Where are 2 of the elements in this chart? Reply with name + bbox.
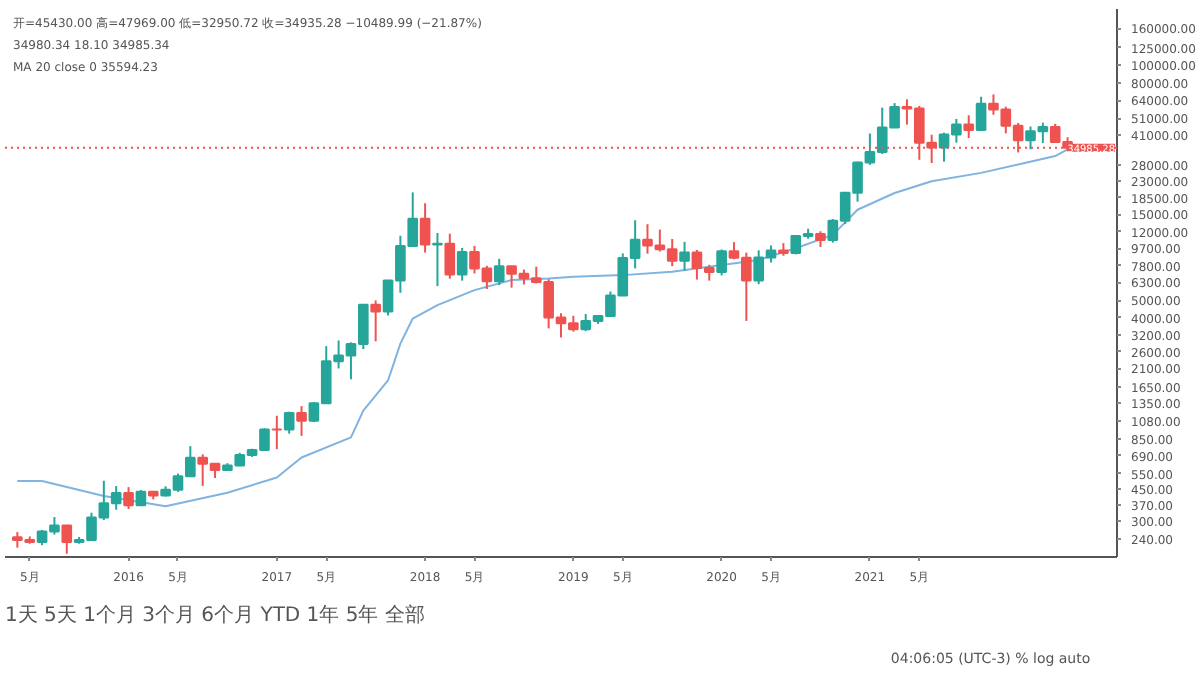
text: 1天 5天 1个月 3个月 6个月 YTD 1年 5年 全部 <box>5 603 425 627</box>
candlestick <box>778 242 789 257</box>
